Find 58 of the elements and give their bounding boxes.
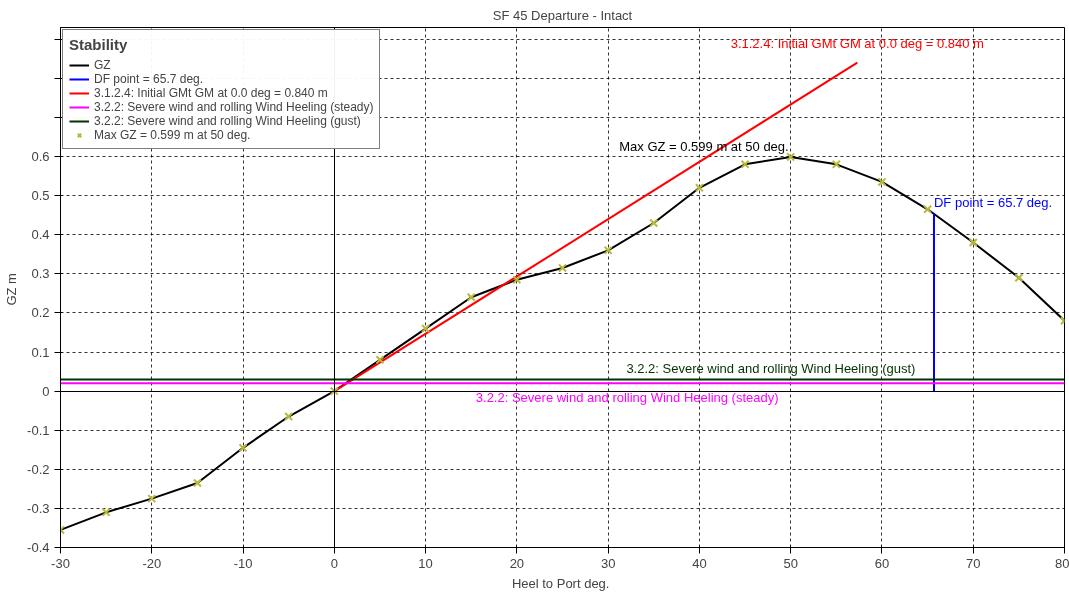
legend-label: GZ <box>94 58 112 72</box>
point <box>375 355 385 365</box>
point <box>968 238 978 248</box>
x-tick-label: -30 <box>51 555 70 571</box>
point <box>466 292 476 302</box>
point <box>421 324 431 334</box>
y-tick-label: 0.5 <box>31 188 50 204</box>
point <box>831 159 841 169</box>
x-tick-label: 80 <box>1055 555 1069 571</box>
legend-title: Stability <box>69 36 129 53</box>
annotation: 3.1.2.4: Initial GMt GM at 0.0 deg = 0.840 m <box>730 35 984 51</box>
point <box>740 159 750 169</box>
point <box>877 177 887 187</box>
point <box>1014 273 1024 283</box>
legend-label: 3.1.2.4: Initial GMt GM at 0.0 deg = 0.840 m <box>94 86 328 100</box>
x-tick-label: -20 <box>142 555 162 571</box>
point <box>557 263 568 273</box>
point <box>649 218 659 228</box>
y-tick-label: -0.1 <box>27 422 50 438</box>
point <box>603 245 613 255</box>
annotation: 3.2.2: Severe wind and rolling Wind Heeling (gust) <box>626 361 916 377</box>
point <box>147 494 157 504</box>
x-tick-label: 40 <box>692 555 707 571</box>
y-tick-label: 0.2 <box>31 305 50 321</box>
x-tick-label: 30 <box>600 555 616 571</box>
x-tick-label: 20 <box>509 555 525 571</box>
legend-label: DF point = 65.7 deg. <box>94 72 204 86</box>
y-tick-label: 0.6 <box>31 149 50 165</box>
y-axis-title: GZ m <box>4 273 20 306</box>
x-tick-label: 70 <box>966 555 981 571</box>
point <box>512 275 522 285</box>
y-tick-label: 0.1 <box>31 344 50 360</box>
y-tick-label: 0.4 <box>31 227 50 243</box>
x-tick-label: 50 <box>783 555 798 571</box>
x-tick-label: -10 <box>233 555 253 571</box>
x-axis-title: Heel to Port deg. <box>511 575 610 591</box>
point <box>238 443 248 453</box>
x-tick-label: 10 <box>418 555 433 571</box>
legend-label: 3.2.2: Severe wind and rolling Wind Heeling (steady) <box>94 100 374 114</box>
chart-title: SF 45 Departure - Intact <box>492 7 633 23</box>
point <box>329 386 339 396</box>
point <box>786 152 796 162</box>
point <box>923 204 933 214</box>
point <box>192 478 202 488</box>
annotation: 3.2.2: Severe wind and rolling Wind Heeling (steady) <box>475 390 779 406</box>
y-tick-label: -0.2 <box>27 461 50 477</box>
point <box>694 183 704 193</box>
legend-label: 3.2.2: Severe wind and rolling Wind Heeling (gust) <box>94 114 361 128</box>
y-tick-label: 0 <box>42 383 50 399</box>
x-tick-label: 0 <box>330 555 338 571</box>
y-tick-label: -0.3 <box>27 500 50 516</box>
x-tick-label: 60 <box>874 555 890 571</box>
legend-label: Max GZ = 0.599 m at 50 deg. <box>94 128 251 142</box>
y-tick-label: -0.4 <box>27 540 50 555</box>
y-tick-label: 0.3 <box>31 266 50 282</box>
point <box>101 507 111 517</box>
annotation: DF point = 65.7 deg. <box>933 195 1053 211</box>
point <box>284 411 294 422</box>
